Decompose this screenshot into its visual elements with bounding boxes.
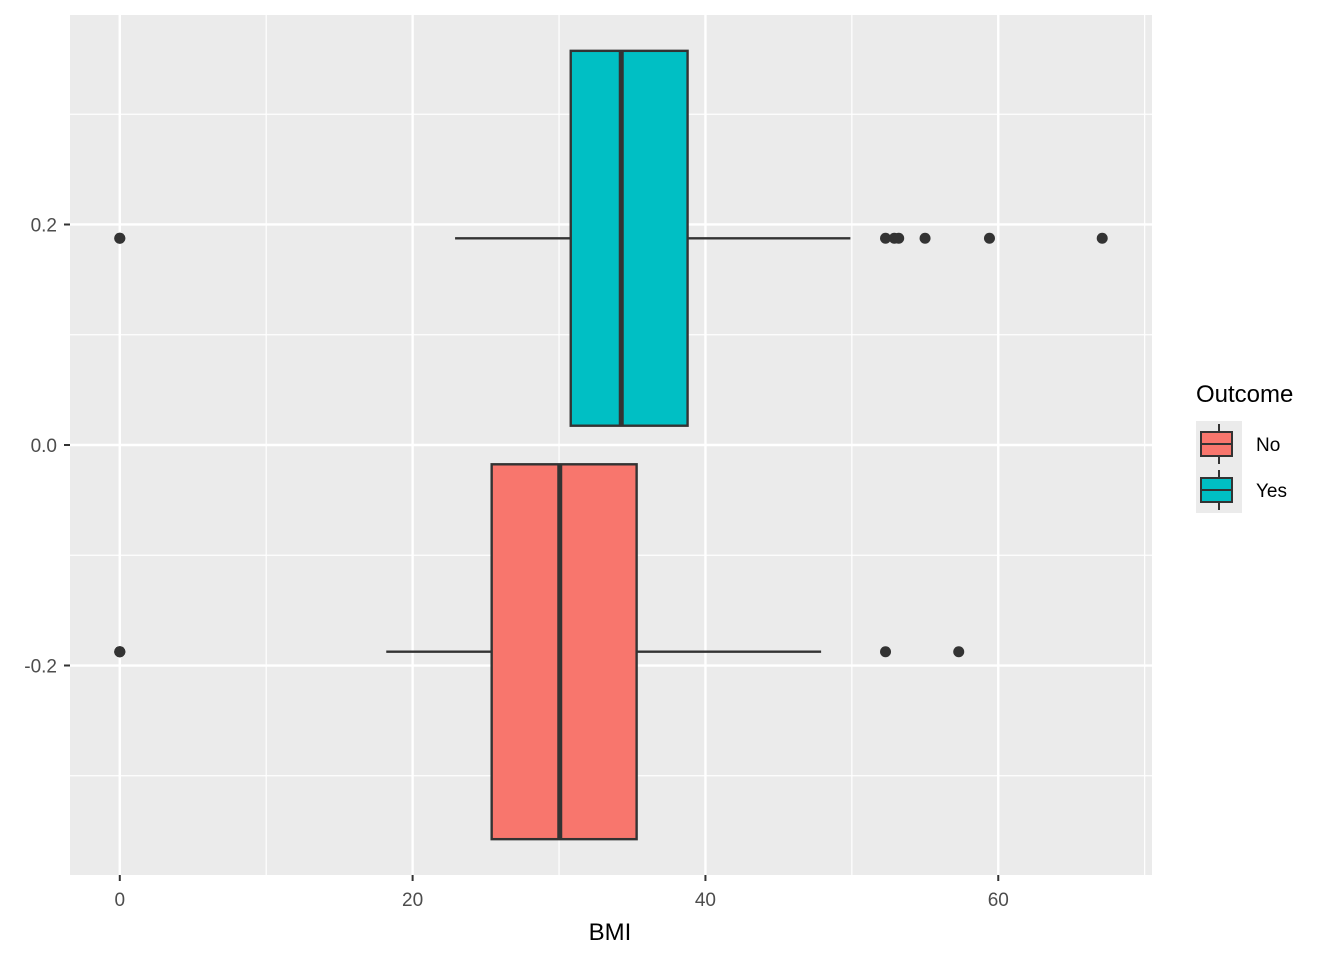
y-tick-label: 0.2 bbox=[31, 215, 57, 236]
y-tick-label: 0.0 bbox=[31, 436, 57, 457]
y-tick-label: -0.2 bbox=[24, 657, 57, 678]
box-series-no bbox=[114, 463, 965, 841]
outlier-point bbox=[880, 232, 892, 244]
legend-key-yes bbox=[1196, 467, 1242, 513]
x-tick-label: 60 bbox=[988, 890, 1009, 911]
x-axis-title: BMI bbox=[589, 919, 632, 946]
legend-label: Yes bbox=[1256, 481, 1287, 502]
y-axis: -0.2 0.0 0.2 bbox=[24, 215, 70, 678]
outlier-point bbox=[114, 646, 126, 658]
outlier-point bbox=[114, 232, 126, 244]
x-axis: 0 20 40 60 bbox=[114, 875, 1009, 911]
legend-label: No bbox=[1256, 435, 1280, 456]
box-iqr bbox=[490, 463, 638, 841]
legend-key-no bbox=[1196, 421, 1242, 467]
outlier-point bbox=[953, 646, 965, 658]
outlier-point bbox=[880, 646, 892, 658]
outlier-point bbox=[983, 232, 995, 244]
outlier-point bbox=[893, 232, 905, 244]
legend-title: Outcome bbox=[1196, 381, 1293, 408]
box-series-yes bbox=[114, 49, 1108, 427]
box-iqr bbox=[569, 49, 689, 427]
x-tick-label: 40 bbox=[695, 890, 716, 911]
legend: Outcome No Yes bbox=[1196, 381, 1293, 513]
outlier-point bbox=[1096, 232, 1108, 244]
outlier-point bbox=[919, 232, 931, 244]
x-tick-label: 0 bbox=[114, 890, 125, 911]
x-tick-label: 20 bbox=[402, 890, 423, 911]
boxplot-series bbox=[114, 49, 1108, 841]
